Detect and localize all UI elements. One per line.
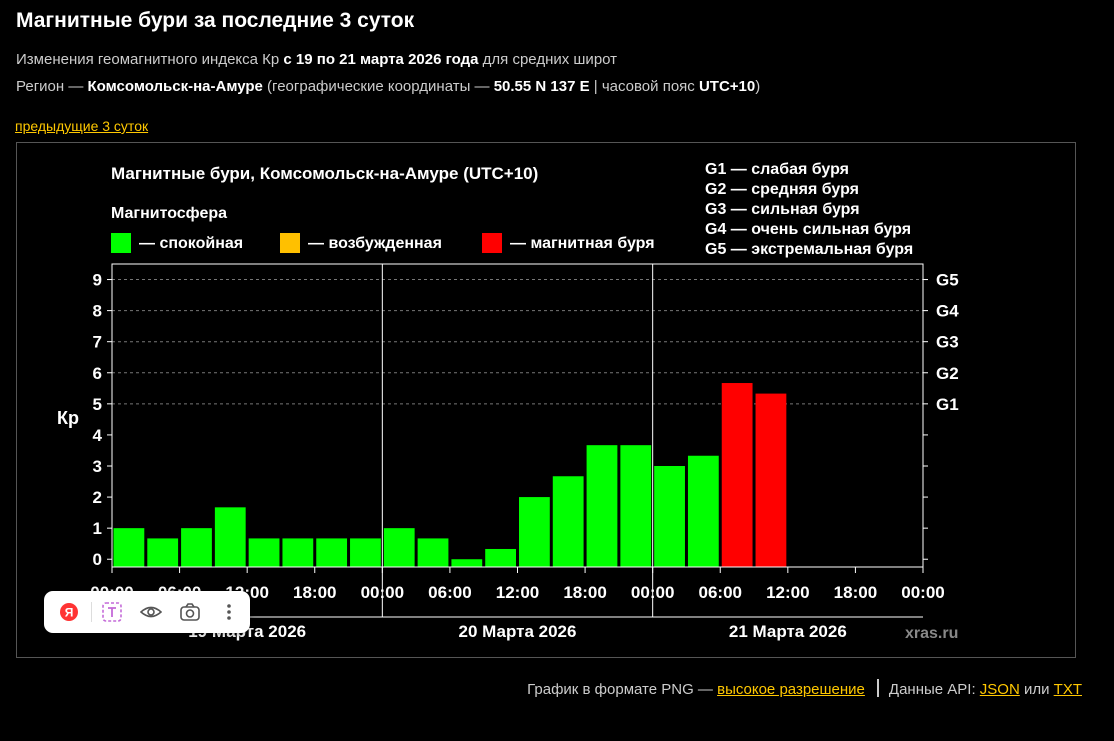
kp-bar-2 bbox=[147, 538, 179, 567]
g-scale-item: G4 — очень сильная буря bbox=[705, 221, 911, 238]
hires-link[interactable]: высокое разрешение bbox=[717, 681, 865, 698]
y-tick-label: 6 bbox=[93, 364, 102, 383]
legend-title: Магнитосфера bbox=[111, 205, 227, 222]
region-tz-prefix: | часовой пояс bbox=[589, 78, 699, 95]
yandex-logo-icon[interactable]: Я bbox=[52, 597, 87, 627]
kp-chart: 0 1 2 3 4 5 6 7 8 9 G1 G2 G3 G4 G5 00:00 06:00 12:00 18:00… bbox=[57, 161, 959, 642]
page-title: Магнитные бури за последние 3 суток bbox=[16, 9, 415, 32]
previous-3-days-link[interactable]: предыдущие 3 суток bbox=[15, 118, 149, 134]
chart-container: 0 1 2 3 4 5 6 7 8 9 G1 G2 G3 G4 G5 00:00 06:00 12:00 18:00… bbox=[16, 142, 1076, 658]
chart-title: Магнитные бури, Комсомольск-на-Амуре (UT… bbox=[111, 164, 538, 183]
g-tick-label: G1 bbox=[936, 395, 959, 414]
y-tick-label: 0 bbox=[93, 550, 102, 569]
g-scale-item: G2 — средняя буря bbox=[705, 181, 859, 198]
kp-bar-10 bbox=[417, 538, 449, 567]
bars-layer bbox=[113, 383, 787, 567]
g-scale-item: G1 — слабая буря bbox=[705, 161, 849, 178]
legend-swatch-2 bbox=[280, 233, 300, 253]
g-scale-item: G3 — сильная буря bbox=[705, 201, 860, 218]
x-tick-label: 00:00 bbox=[631, 583, 674, 602]
y-tick-label: 5 bbox=[93, 395, 102, 414]
toolbar-divider bbox=[90, 602, 92, 622]
x-tick-label: 00:00 bbox=[361, 583, 404, 602]
g-tick-label: G2 bbox=[936, 364, 959, 383]
x-tick-label: 18:00 bbox=[563, 583, 606, 602]
kp-bar-20 bbox=[755, 393, 787, 567]
period-dates: с 19 по 21 марта 2026 года bbox=[283, 51, 479, 68]
kp-bar-15 bbox=[586, 445, 618, 567]
camera-icon[interactable] bbox=[172, 597, 207, 627]
kp-bar-6 bbox=[282, 538, 314, 567]
kp-bar-16 bbox=[620, 445, 652, 567]
region-city: Комсомольск-на-Амуре bbox=[87, 78, 263, 95]
browser-floating-toolbar: Я bbox=[44, 591, 250, 633]
legend-swatch-3 bbox=[482, 233, 502, 253]
legend-label: — возбужденная bbox=[308, 235, 442, 252]
x-tick-label: 06:00 bbox=[699, 583, 742, 602]
legend-swatch-1 bbox=[111, 233, 131, 253]
more-vertical-icon[interactable] bbox=[211, 597, 246, 627]
y-tick-label: 9 bbox=[93, 271, 102, 290]
day-label: 21 Марта 2026 bbox=[729, 622, 847, 641]
kp-bar-7 bbox=[316, 538, 348, 567]
y-tick-label: 4 bbox=[93, 426, 103, 445]
x-tick-label: 06:00 bbox=[428, 583, 471, 602]
region-timezone: UTC+10 bbox=[698, 78, 756, 95]
legend-label: — спокойная bbox=[139, 235, 243, 252]
text-translate-icon[interactable] bbox=[95, 597, 130, 627]
day-labels: 19 Марта 2026 20 Марта 2026 21 Марта 2026 bbox=[188, 622, 847, 641]
period-prefix: Изменения геомагнитного индекса Кр bbox=[16, 51, 284, 68]
json-link[interactable]: JSON bbox=[979, 681, 1020, 698]
y-tick-label: 2 bbox=[93, 488, 102, 507]
region-prefix: Регион — bbox=[16, 78, 88, 95]
g-scale-item: G5 — экстремальная буря bbox=[705, 241, 913, 258]
region-line: Регион — Комсомольск-на-Амуре (географич… bbox=[16, 77, 760, 97]
eye-icon[interactable] bbox=[134, 597, 169, 627]
svg-text:Я: Я bbox=[65, 606, 74, 620]
footer: График в формате PNG — высокое разрешени… bbox=[527, 679, 1082, 698]
x-tick-label: 18:00 bbox=[834, 583, 877, 602]
legend-label: — магнитная буря bbox=[510, 235, 655, 252]
day-label: 20 Марта 2026 bbox=[459, 622, 577, 641]
y-tick-label: 8 bbox=[93, 302, 102, 321]
kp-bar-19 bbox=[721, 383, 753, 567]
x-tick-label: 12:00 bbox=[766, 583, 809, 602]
y-tick-label: 7 bbox=[93, 333, 102, 352]
y-axis-label: Кр bbox=[57, 408, 79, 428]
kp-bar-12 bbox=[485, 548, 516, 567]
kp-bar-17 bbox=[654, 466, 685, 567]
footer-api-text: Данные API: bbox=[888, 681, 980, 698]
kp-bar-13 bbox=[519, 497, 550, 567]
watermark: xras.ru bbox=[905, 625, 958, 642]
kp-bar-18 bbox=[687, 455, 719, 567]
period-line: Изменения геомагнитного индекса Кр с 19 … bbox=[16, 50, 617, 70]
kp-bar-5 bbox=[248, 538, 280, 567]
g-tick-label: G5 bbox=[936, 271, 959, 290]
footer-png-text: График в формате PNG — bbox=[527, 681, 718, 698]
region-coords-prefix: (географические координаты — bbox=[262, 78, 494, 95]
period-suffix: для средних широт bbox=[478, 51, 618, 68]
kp-bar-14 bbox=[552, 476, 584, 567]
kp-bar-1 bbox=[113, 528, 145, 567]
kp-bar-3 bbox=[181, 528, 212, 567]
y-tick-label: 1 bbox=[93, 519, 102, 538]
x-tick-label: 00:00 bbox=[901, 583, 944, 602]
region-suffix: ) bbox=[755, 78, 761, 95]
g-scale-legend: G1 — слабая буря G2 — средняя буря G3 — си… bbox=[705, 161, 913, 258]
kp-bar-9 bbox=[383, 528, 415, 567]
legend-layer: — спокойная — возбужденная — магнитная бур… bbox=[111, 233, 655, 253]
g-tick-label: G4 bbox=[936, 302, 959, 321]
txt-link[interactable]: TXT bbox=[1053, 681, 1082, 698]
g-tick-label: G3 bbox=[936, 333, 959, 352]
footer-or-text: или bbox=[1019, 681, 1054, 698]
footer-separator bbox=[876, 679, 879, 697]
kp-bar-4 bbox=[214, 507, 246, 567]
x-tick-label: 12:00 bbox=[496, 583, 539, 602]
kp-bar-8 bbox=[350, 538, 381, 567]
y-tick-label: 3 bbox=[93, 457, 102, 476]
x-tick-label: 18:00 bbox=[293, 583, 336, 602]
region-coords: 50.55 N 137 E bbox=[493, 78, 590, 95]
kp-bar-11 bbox=[451, 559, 483, 567]
grid-layer bbox=[112, 264, 923, 617]
